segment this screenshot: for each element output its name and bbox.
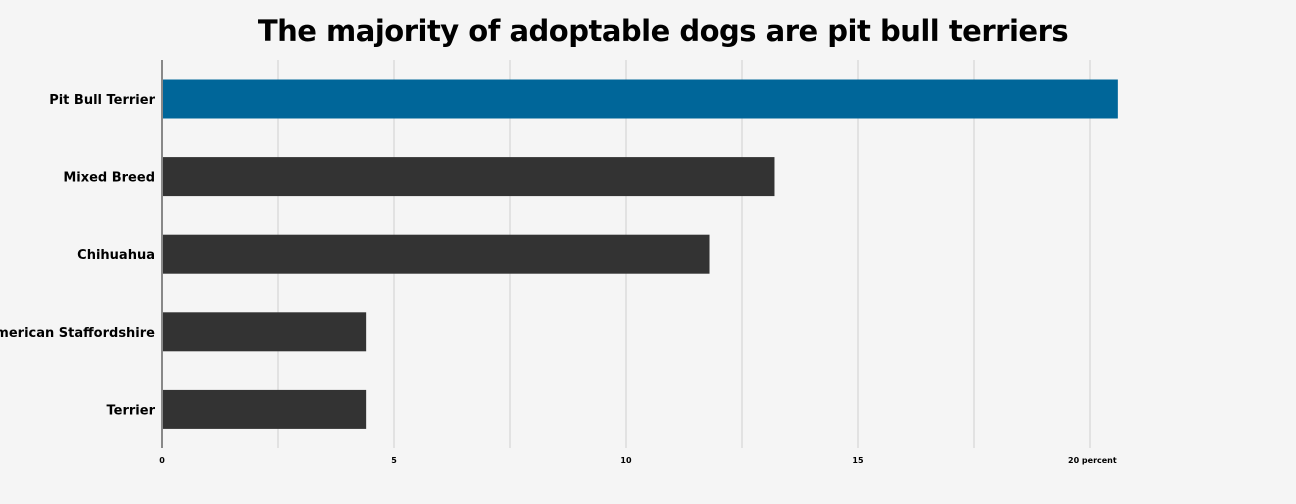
category-label: Terrier: [107, 403, 156, 418]
label-layer: Pit Bull Terrier Mixed Breed Chihuahua Amer…: [0, 93, 1117, 465]
bar-pit-bull-terrier: [162, 79, 1118, 119]
bar-chihuahua: [162, 234, 710, 274]
bar-american-staffordshire: [162, 312, 367, 352]
x-tick-label: 5: [391, 456, 397, 465]
x-tick-label: 20 percent: [1068, 456, 1117, 465]
x-tick-label: 10: [620, 456, 632, 465]
bar-layer: [162, 79, 1118, 429]
category-label: Pit Bull Terrier: [49, 93, 155, 108]
bar-mixed-breed: [162, 157, 775, 197]
x-tick-label: 15: [852, 456, 864, 465]
category-label: Chihuahua: [77, 248, 155, 263]
category-label: Mixed Breed: [63, 171, 155, 186]
chart-title: The majority of adoptable dogs are pit b…: [257, 14, 1069, 48]
x-tick-label: 0: [159, 456, 165, 465]
bar-terrier: [162, 389, 367, 429]
category-label: American Staffordshire: [0, 326, 155, 341]
